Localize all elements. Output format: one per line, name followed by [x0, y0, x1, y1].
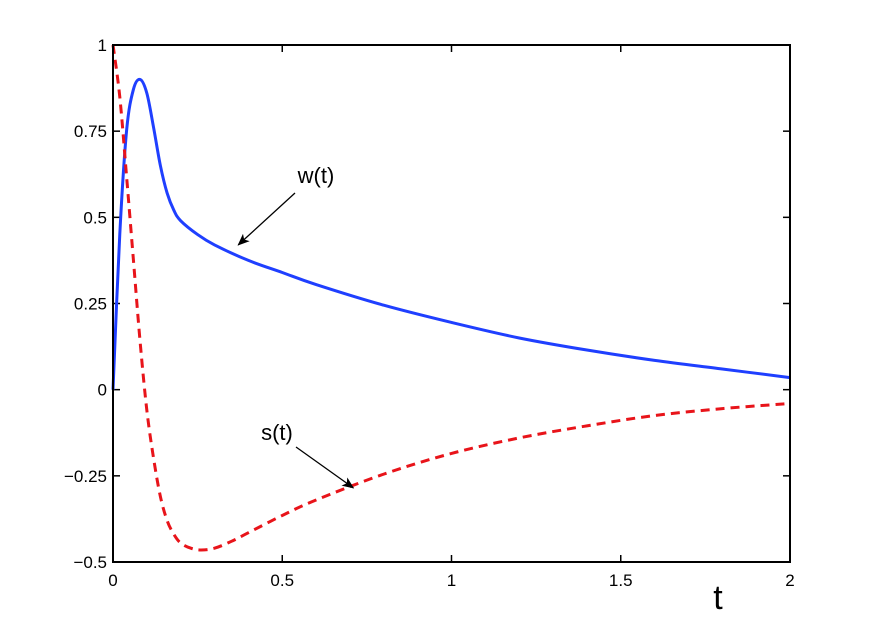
x-tick-label: 2 [785, 571, 794, 590]
y-tick-label: 1 [98, 36, 107, 55]
plot-frame [112, 44, 791, 563]
annotation-s-label: s(t) [261, 420, 293, 445]
y-tick-label: 0.5 [83, 208, 107, 227]
x-tick-label: 0.5 [270, 571, 294, 590]
annotation-w-arrow [237, 192, 296, 246]
annotation-w-label: w(t) [297, 163, 335, 188]
y-tick-label: −0.25 [64, 467, 107, 486]
annotation-s-arrow [295, 446, 355, 489]
series-line-w [111, 77, 791, 390]
series-line-s [111, 44, 791, 552]
y-tick-label: 0 [98, 381, 107, 400]
x-tick-label: 1.5 [609, 571, 633, 590]
x-tick-label: 1 [447, 571, 456, 590]
y-tick-label: −0.5 [73, 553, 107, 572]
x-tick-label: 0 [108, 571, 117, 590]
y-tick-label: 0.25 [74, 295, 107, 314]
x-axis-label: t [713, 579, 723, 617]
y-tick-label: 0.75 [74, 122, 107, 141]
